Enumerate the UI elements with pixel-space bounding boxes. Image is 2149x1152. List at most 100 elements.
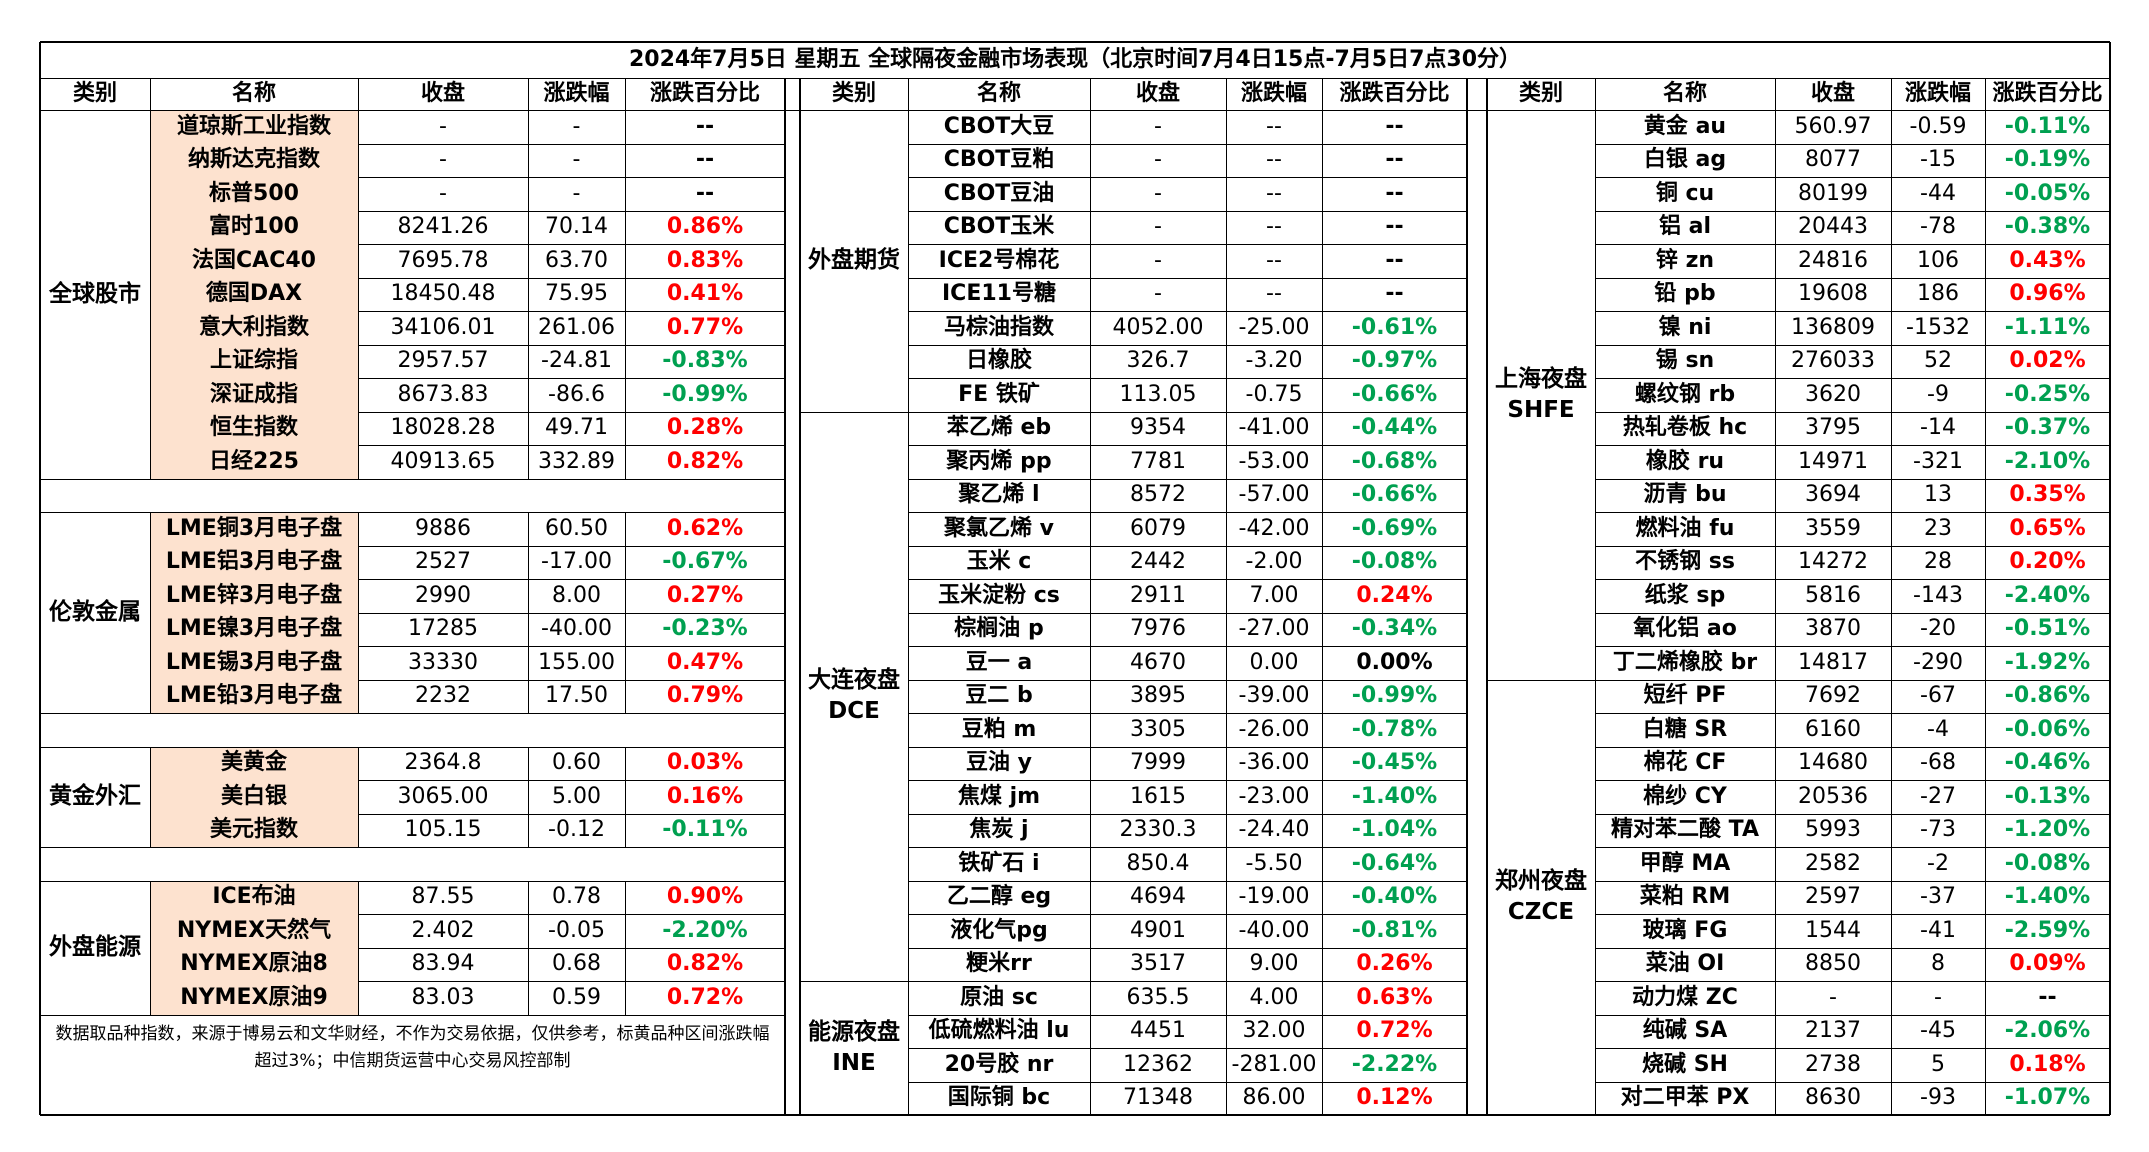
panel1-pct-cell: 0.83% xyxy=(666,247,744,273)
panel2-close-cell: 3517 xyxy=(1130,951,1186,977)
panel1-change-cell: 63.70 xyxy=(545,247,608,273)
panel2-close-cell: - xyxy=(1154,180,1162,206)
panel1-pct-cell: 0.28% xyxy=(666,415,744,441)
panel3-name-cell: 棉纱 CY xyxy=(1643,783,1727,809)
column-line xyxy=(150,110,151,479)
panel3-name-cell: 橡胶 ru xyxy=(1645,448,1725,474)
panel3-pct-cell: -0.25% xyxy=(2004,381,2091,407)
panel1-pct-cell: 0.90% xyxy=(666,884,744,910)
panel3-close-cell: 5993 xyxy=(1805,817,1861,843)
row-line xyxy=(908,880,1467,882)
panel1-category-cell: 外盘能源 xyxy=(49,933,141,960)
panel2-pct-cell: -0.97% xyxy=(1351,348,1438,374)
panel2-close-cell: - xyxy=(1154,281,1162,307)
panel1-close-cell: - xyxy=(439,147,447,173)
panel2-close-cell: - xyxy=(1154,113,1162,139)
panel2-name-cell: 铁矿石 i xyxy=(958,850,1040,876)
panel3-name-cell: 黄金 au xyxy=(1643,113,1727,139)
panel3-pct-cell: -1.07% xyxy=(2004,1085,2091,1111)
panel2-change-cell: 86.00 xyxy=(1242,1085,1306,1111)
panel2-change-cell: -24.40 xyxy=(1238,817,1310,843)
panel1-change-cell: -86.6 xyxy=(548,381,605,407)
panel3-close-cell: 1544 xyxy=(1805,917,1861,943)
panel3-pct-cell: 0.43% xyxy=(2009,247,2086,273)
panel2-close-cell: 4451 xyxy=(1130,1018,1186,1044)
column-line xyxy=(1226,411,1227,981)
panel3-pct-cell: -1.40% xyxy=(2004,884,2091,910)
column-line xyxy=(1775,110,1776,680)
panel3-pct-cell: -0.46% xyxy=(2004,750,2091,776)
row-line xyxy=(150,646,785,647)
panel1-pct-cell: 0.62% xyxy=(666,515,744,541)
panel1-close-cell: 3065.00 xyxy=(397,783,489,809)
panel1-close-cell: 33330 xyxy=(408,649,478,675)
group-line xyxy=(40,847,785,848)
panel3-change-cell: -15 xyxy=(1920,147,1956,173)
panel1-change-cell: -17.00 xyxy=(541,549,612,575)
column-line xyxy=(1985,679,1986,1115)
panel2-pct-cell: -- xyxy=(1385,113,1404,139)
group-line xyxy=(40,512,785,513)
panel3-pct-cell: -- xyxy=(2038,984,2057,1010)
row-line xyxy=(908,545,1467,547)
row-line xyxy=(1595,512,2110,513)
row-line xyxy=(1595,1014,2110,1016)
panel1-pct-cell: -0.23% xyxy=(662,616,748,642)
row-line xyxy=(1595,780,2110,781)
panel1-close-cell: 2957.57 xyxy=(397,348,489,374)
panel3-name-cell: 对二甲苯 PX xyxy=(1620,1085,1750,1111)
group-line xyxy=(800,981,1467,982)
row-line xyxy=(1595,244,2110,245)
panel3-change-cell: -67 xyxy=(1920,683,1956,709)
panel3-pct-cell: -0.19% xyxy=(2004,147,2091,173)
group-line xyxy=(800,1115,1467,1116)
panel2-change-cell: -- xyxy=(1266,113,1282,139)
panel1-pct-cell: -- xyxy=(695,147,715,173)
row-line xyxy=(1595,612,2110,614)
panel3-close-cell: 8077 xyxy=(1805,147,1861,173)
panel3-change-cell: 106 xyxy=(1917,247,1959,273)
panel2-close-cell: - xyxy=(1154,214,1162,240)
row-line xyxy=(908,478,1467,480)
panel2-pct-cell: -0.99% xyxy=(1351,683,1438,709)
group-line xyxy=(40,880,785,882)
panel2-pct-cell: -0.78% xyxy=(1351,716,1438,742)
row-line xyxy=(150,311,785,312)
panel3-pct-cell: 0.09% xyxy=(2009,951,2086,977)
panel1-left-border xyxy=(40,78,41,1115)
row-line xyxy=(908,1048,1467,1049)
header-column-line xyxy=(1595,78,1596,110)
panel3-change-cell: 13 xyxy=(1924,482,1952,508)
row-line xyxy=(1595,311,2110,312)
panel1-change-cell: 155.00 xyxy=(538,649,615,675)
panel2-change-cell: -- xyxy=(1266,281,1282,307)
panel1-name-cell: ICE布油 xyxy=(150,880,358,914)
panel3-pct-cell: -0.06% xyxy=(2004,716,2091,742)
panel2-name-cell: 低硫燃料油 lu xyxy=(928,1018,1070,1044)
panel2-change-cell: -23.00 xyxy=(1238,783,1310,809)
panel2-pct-cell: -2.22% xyxy=(1351,1051,1438,1077)
panel1-change-cell: -0.05 xyxy=(548,917,605,943)
panel1-change-cell: -40.00 xyxy=(541,616,612,642)
panel2-right-border xyxy=(1466,78,1468,1115)
panel3-pct-cell: -2.59% xyxy=(2004,917,2091,943)
row-line xyxy=(150,545,785,547)
row-line xyxy=(1595,847,2110,848)
row-line xyxy=(908,143,1467,145)
panel2-change-cell: -5.50 xyxy=(1245,850,1303,876)
panel2-change-cell: -40.00 xyxy=(1238,917,1310,943)
panel2-close-cell: 635.5 xyxy=(1126,984,1190,1010)
panel1-close-cell: 2527 xyxy=(415,549,471,575)
panel1-name-cell: 标普500 xyxy=(150,177,358,211)
row-line xyxy=(908,612,1467,614)
column-line xyxy=(358,880,359,1015)
panel2-category-cell: 外盘期货 xyxy=(808,247,900,274)
row-line xyxy=(908,713,1467,714)
panel3-pct-cell: -0.37% xyxy=(2004,415,2091,441)
group-line xyxy=(40,110,785,111)
panel2-name-cell: 聚氯乙烯 v xyxy=(943,515,1054,541)
panel3-name-cell: 动力煤 ZC xyxy=(1632,984,1738,1010)
panel2-change-cell: -- xyxy=(1266,180,1282,206)
panel1-pct-cell: 0.82% xyxy=(666,448,744,474)
panel3-change-cell: 5 xyxy=(1931,1051,1945,1077)
